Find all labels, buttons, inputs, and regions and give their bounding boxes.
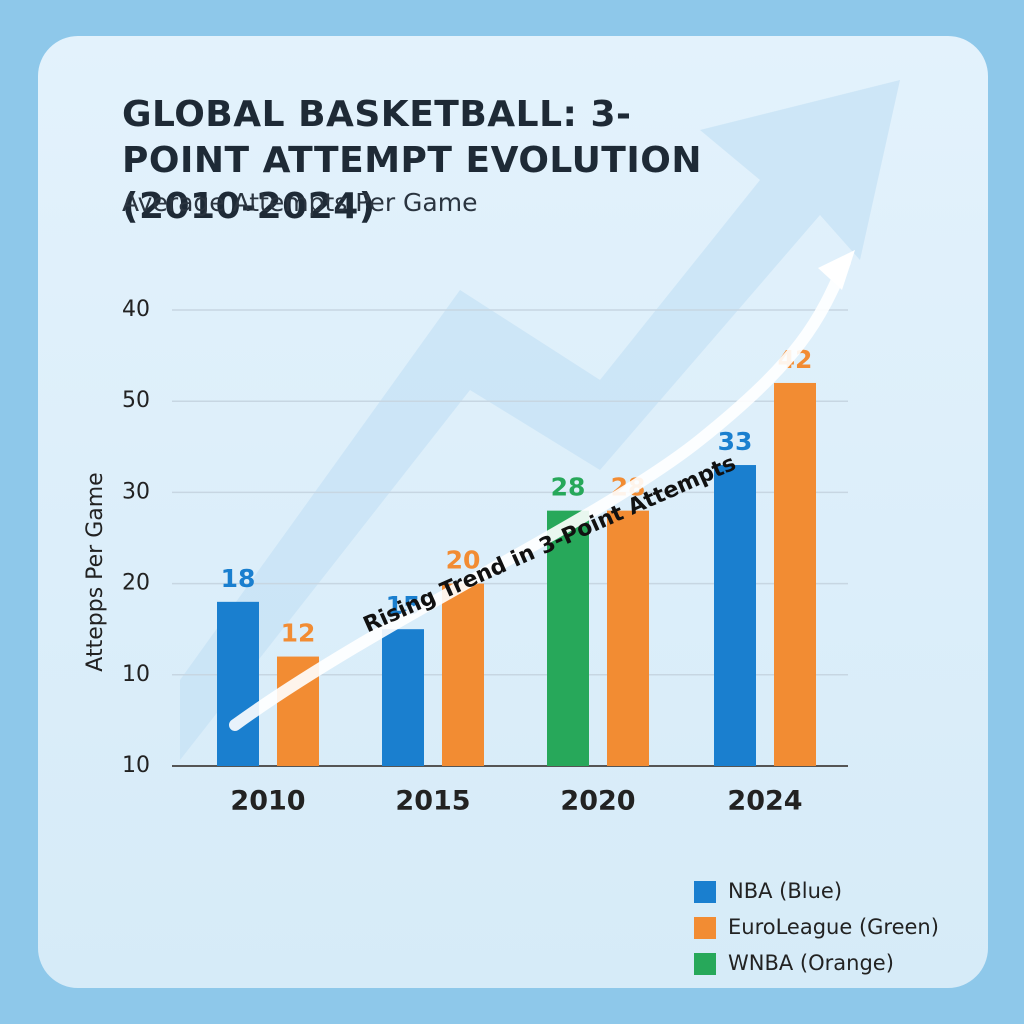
bar [217,601,259,766]
value-label: 20 [446,546,481,575]
x-tick-label: 2024 [727,786,802,817]
y-tick-label: 20 [122,571,150,596]
value-label: 28 [551,473,586,502]
y-tick-label: 30 [122,479,150,504]
legend-swatch [694,953,716,975]
legend-label: EuroLeague (Green) [728,915,939,939]
y-tick-label: 40 [122,297,150,322]
bar [442,583,484,766]
legend-label: NBA (Blue) [728,879,842,903]
bar [714,465,756,766]
value-label: 33 [718,427,753,456]
chart-title: GLOBAL BASKETBALL: 3-POINT ATTEMPT EVOLU… [122,94,702,227]
x-tick-label: 2010 [230,786,305,817]
bar [547,510,589,766]
y-tick-label: 10 [122,753,150,778]
chart-subtitle: Average Attempts Per Game [122,188,478,217]
y-axis-label: Attepps Per Game [83,472,108,671]
value-label: 18 [221,564,256,593]
legend-label: WNBA (Orange) [728,951,894,975]
x-tick-label: 2020 [560,786,635,817]
bar [382,629,424,766]
value-label: 12 [281,619,316,648]
x-tick-label: 2015 [395,786,470,817]
y-tick-label: 10 [122,662,150,687]
y-tick-label: 50 [122,388,150,413]
legend-swatch [694,881,716,903]
trend-arrow [229,256,851,731]
bar [774,382,816,766]
trend-arrowhead [818,250,855,290]
bar [607,510,649,766]
background-arrow [180,80,900,760]
legend-swatch [694,917,716,939]
